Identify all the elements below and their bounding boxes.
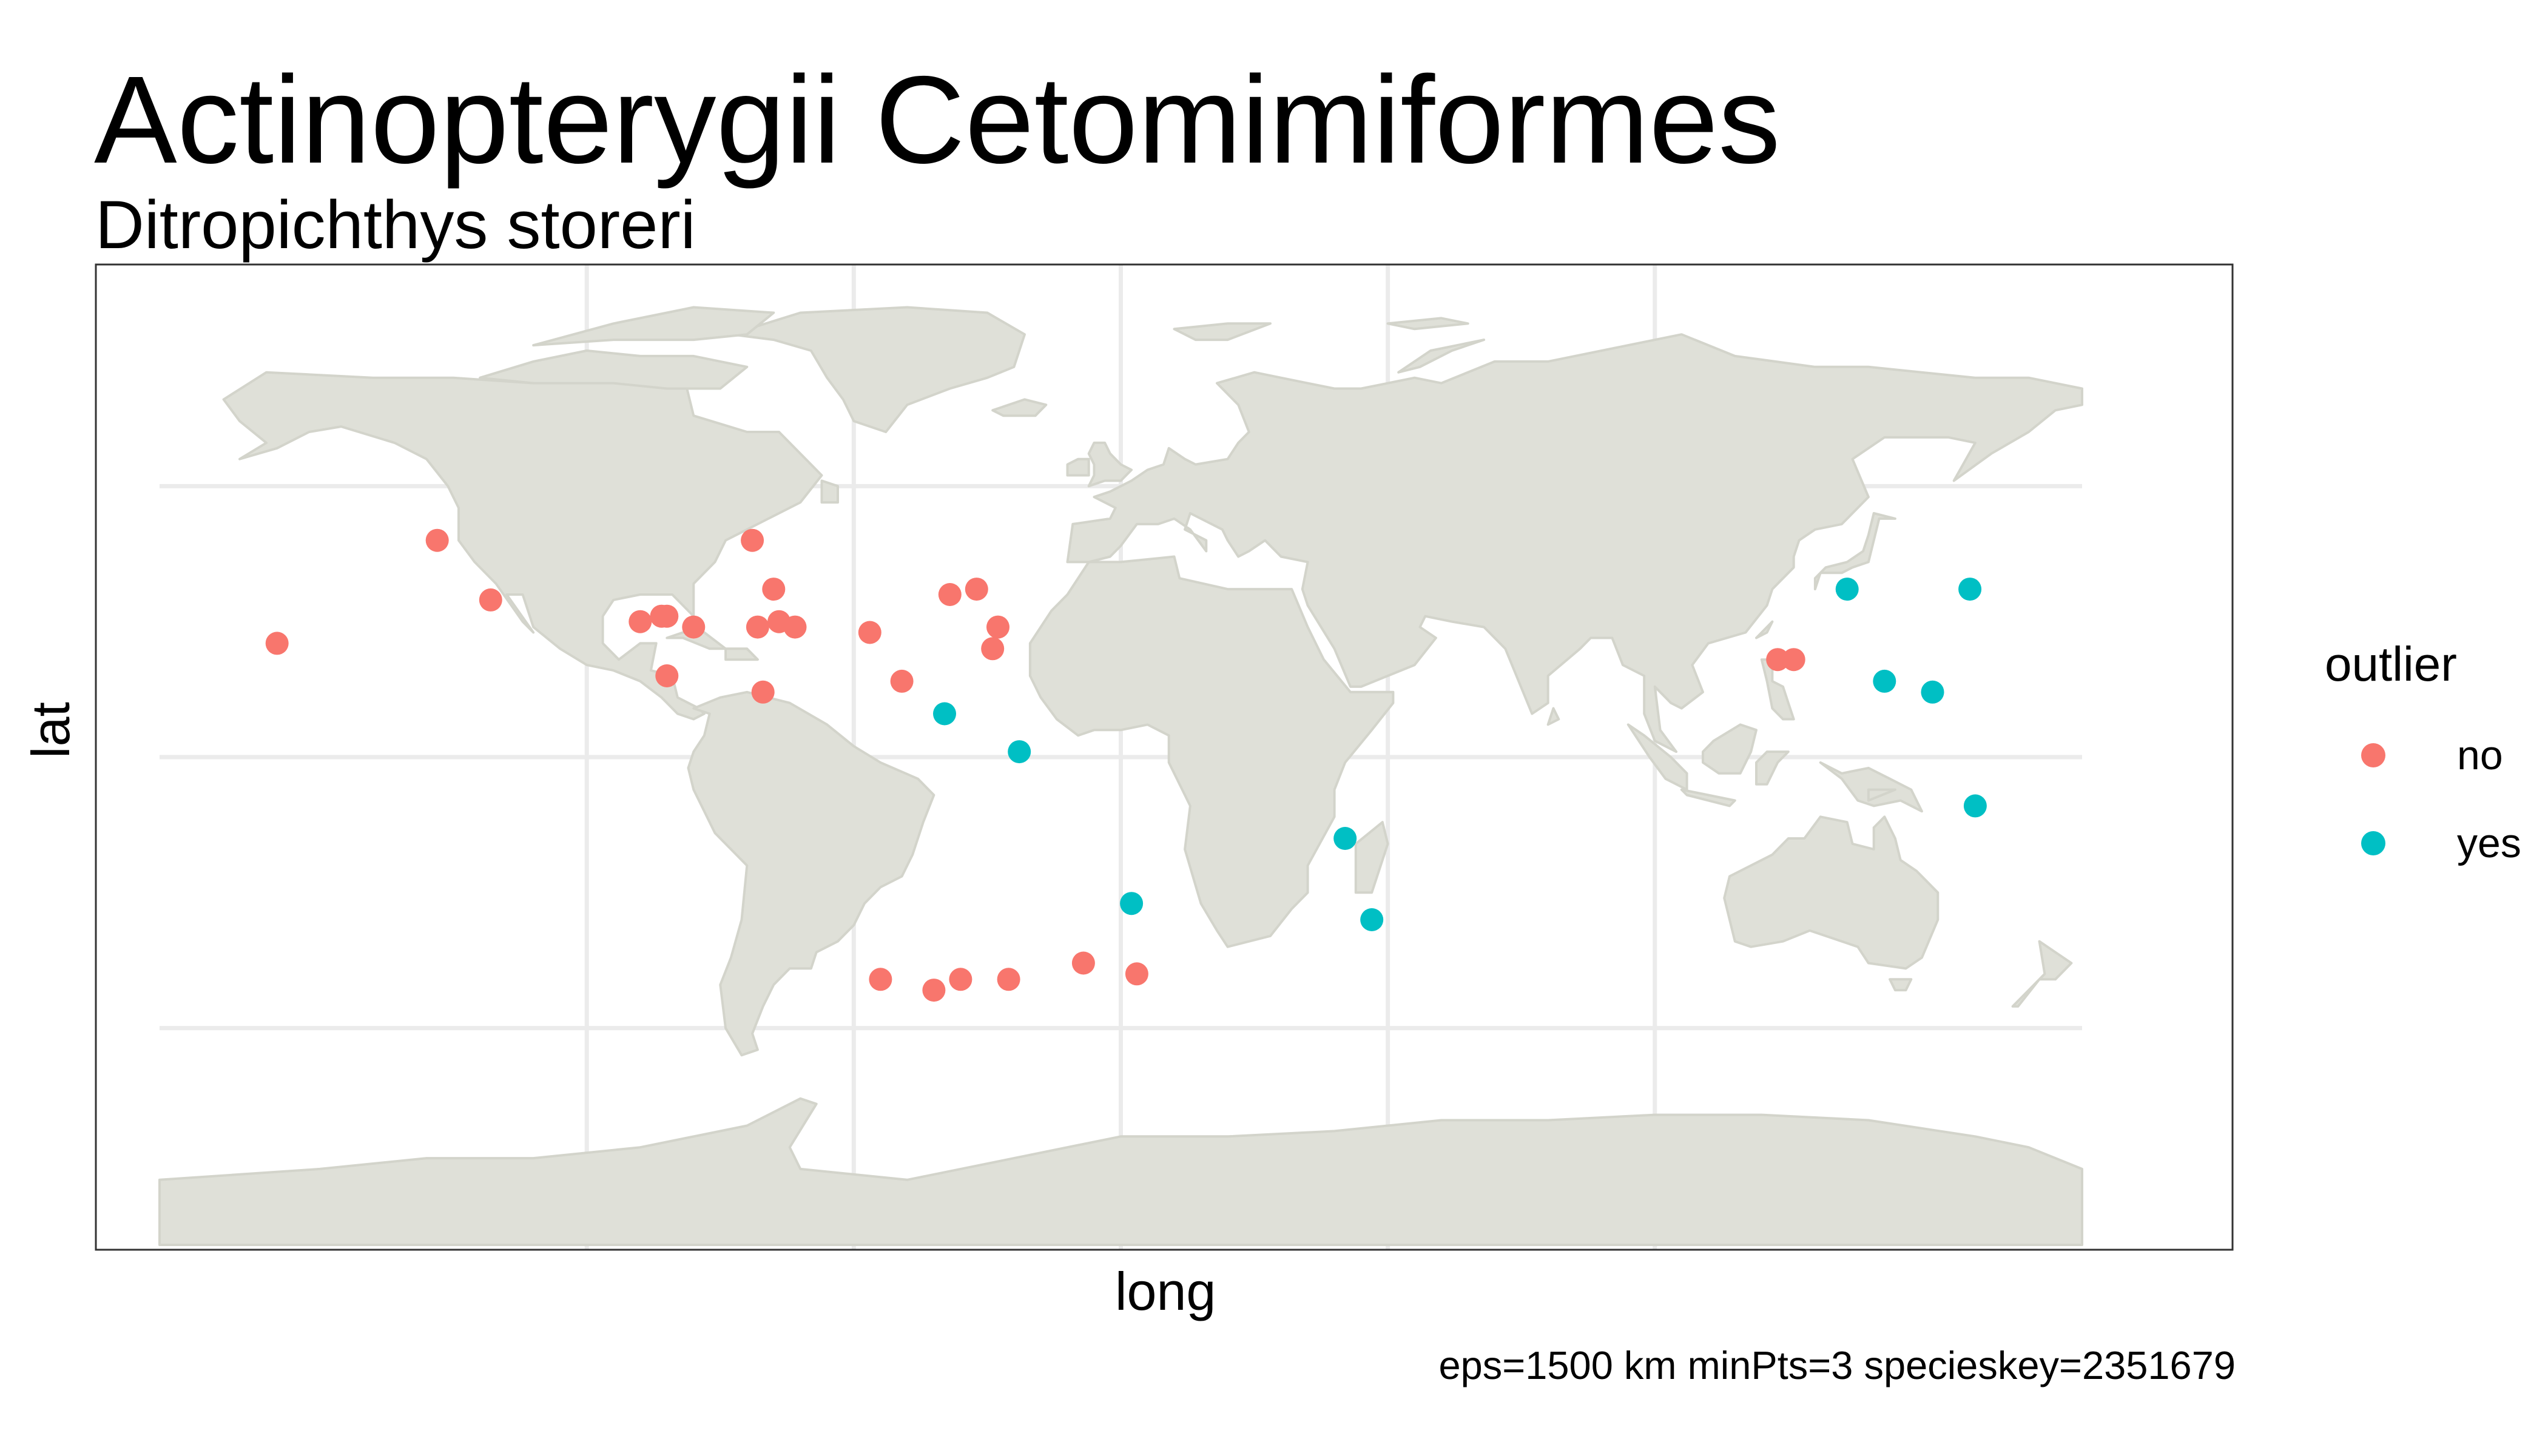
landmass: [687, 690, 935, 1057]
point-outlier-no: [655, 664, 679, 687]
landmass: [991, 398, 1048, 417]
landmass: [1028, 555, 1395, 948]
legend-label-no: no: [2457, 732, 2503, 778]
point-outlier-yes: [1873, 669, 1896, 693]
y-axis-label: lat: [21, 702, 81, 758]
point-outlier-yes: [1360, 908, 1384, 931]
legend-key-no: [2361, 743, 2385, 767]
landmass: [1723, 815, 1940, 970]
legend-label-yes: yes: [2457, 820, 2521, 866]
point-outlier-no: [425, 528, 449, 552]
point-outlier-no: [682, 615, 706, 639]
landmass: [1813, 512, 1896, 591]
point-outlier-no: [1125, 962, 1148, 986]
point-outlier-no: [922, 979, 946, 1002]
point-outlier-yes: [1921, 680, 1944, 704]
landmass: [158, 1097, 2083, 1246]
point-outlier-no: [479, 588, 502, 612]
landmass: [1173, 322, 1272, 342]
point-outlier-no: [751, 680, 775, 704]
legend-title: outlier: [2325, 637, 2457, 691]
landmass: [1819, 761, 1923, 813]
landmass: [1755, 620, 1774, 639]
point-outlier-no: [986, 615, 1009, 639]
point-outlier-no: [1071, 951, 1095, 975]
landmass: [1354, 821, 1389, 894]
point-outlier-no: [655, 604, 679, 628]
point-outlier-no: [783, 615, 807, 639]
point-outlier-no: [869, 968, 892, 991]
point-outlier-yes: [1963, 794, 1987, 818]
point-outlier-no: [949, 968, 972, 991]
point-outlier-yes: [1008, 740, 1031, 764]
landmass: [1626, 723, 1688, 791]
landmass: [1386, 317, 1469, 331]
chart-caption: eps=1500 km minPts=3 specieskey=2351679: [1438, 1343, 2236, 1387]
point-outlier-no: [965, 578, 988, 601]
point-outlier-no: [981, 637, 1005, 661]
landmass: [820, 479, 839, 504]
point-outlier-no: [741, 528, 764, 552]
landmass: [666, 631, 727, 650]
landmass: [2011, 940, 2073, 1008]
point-outlier-no: [858, 621, 881, 644]
point-outlier-no: [1782, 648, 1805, 672]
landmass: [1397, 339, 1486, 374]
chart-title: Actinopterygii Cetomimiformes: [94, 50, 1781, 189]
point-outlier-no: [938, 583, 962, 606]
point-outlier-yes: [1333, 827, 1357, 850]
landmass: [724, 647, 759, 661]
point-outlier-no: [629, 610, 652, 633]
landmass: [1066, 333, 2083, 753]
point-outlier-yes: [933, 702, 956, 726]
landmass: [222, 365, 823, 721]
point-outlier-no: [762, 578, 786, 601]
point-outlier-no: [1766, 648, 1790, 672]
point-outlier-yes: [1120, 892, 1144, 915]
point-outlier-no: [265, 632, 289, 655]
landmass: [1867, 788, 1896, 802]
chart-subtitle: Ditropichthys storeri: [95, 187, 696, 263]
x-axis-label: long: [1115, 1261, 1216, 1321]
point-outlier-yes: [1958, 578, 1982, 601]
landmass: [1680, 788, 1736, 807]
landmass: [1546, 707, 1560, 726]
point-outlier-no: [890, 669, 914, 693]
world-basemap: [158, 306, 2083, 1246]
landmass: [1760, 658, 1795, 721]
legend-key-yes: [2361, 831, 2385, 855]
occurrence-points: [265, 528, 1987, 1002]
landmass: [1889, 978, 1913, 992]
landmass: [729, 306, 1026, 433]
landmass: [1702, 723, 1758, 775]
landmass: [479, 349, 749, 390]
point-outlier-yes: [1835, 578, 1859, 601]
landmass: [532, 306, 775, 347]
landmass: [1066, 457, 1090, 477]
landmass: [1755, 750, 1790, 786]
point-outlier-no: [746, 615, 769, 639]
point-outlier-no: [997, 968, 1020, 991]
plot-panel-border: [95, 263, 2234, 1251]
landmass: [1087, 441, 1133, 488]
